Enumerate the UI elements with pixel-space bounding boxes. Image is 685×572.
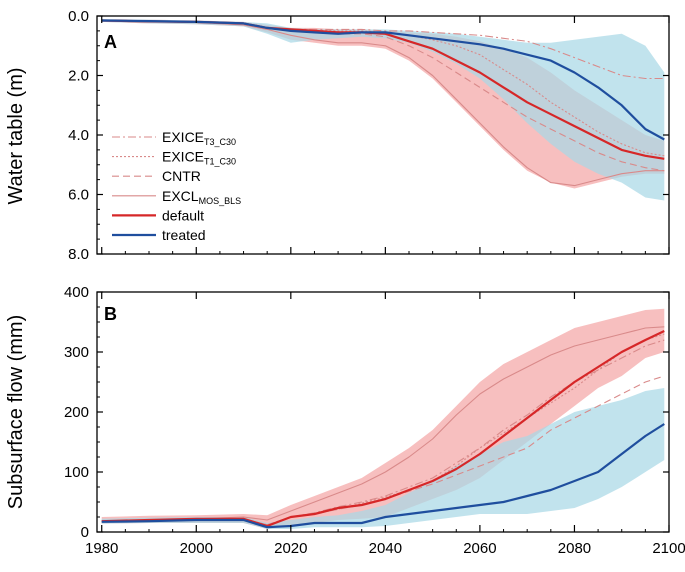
ytick-label: 0.0 [68,8,89,25]
range-band-default-range [101,308,665,529]
ytick-label: 6.0 [68,187,89,204]
panel-b: 0 100 200 300 400 1980 2000 2020 2040 2060 2080 210… [5,284,685,557]
legend-item-default: default [112,207,204,223]
xtick-label: 2040 [369,540,402,557]
ytick-label: 400 [64,284,89,301]
panel-a-ranges [101,19,665,201]
panel-b-frame [96,291,670,533]
legend-label-base: EXCL [162,188,199,204]
ytick-label: 200 [64,404,89,421]
panel-b-ranges [101,308,665,529]
series-line-cntr [101,19,665,172]
legend-label-sub: T3_C30 [204,137,236,147]
legend-item-treated: treated [112,227,206,243]
panel-b-label: B [104,304,117,324]
legend-item-excl-mos-bls: EXCLMOS_BLS [112,188,241,206]
range-band-treated-range [101,19,665,201]
legend-label: EXICET1_C30 [162,149,236,167]
panel-b-ticks: 0 100 200 300 400 1980 2000 2020 2040 2060 2080 210… [64,284,685,557]
xtick-label: 2020 [274,540,307,557]
panel-a-lines [101,19,665,187]
xtick-label: 2060 [463,540,496,557]
ytick-label: 100 [64,464,89,481]
legend-label: treated [162,227,206,243]
legend-label-base: default [162,207,204,223]
series-line-excl-mos-bls [101,326,665,522]
series-line-treated [101,423,665,529]
series-line-excl-mos-bls [101,19,665,187]
ytick-label: 4.0 [68,127,89,144]
range-band-treated-range [101,388,665,529]
legend-label: CNTR [162,168,201,184]
series-line-treated [101,19,665,141]
legend-label-sub: MOS_BLS [199,196,242,206]
ytick-label: 300 [64,344,89,361]
legend-item-cntr: CNTR [112,168,201,184]
legend-item-exice-t1-c30: EXICET1_C30 [112,149,236,167]
xtick-label: 2080 [558,540,591,557]
xtick-label: 2100 [652,540,685,557]
panel-b-ylabel: Subsurface flow (mm) [5,315,27,510]
legend-label-base: EXICE [162,129,204,145]
legend: EXICET3_C30EXICET1_C30CNTREXCLMOS_BLSdef… [112,129,241,243]
series-line-default [101,330,665,528]
ytick-label: 0 [81,524,89,541]
panel-a-label: A [104,32,117,52]
ytick-label: 2.0 [68,68,89,85]
legend-label-base: treated [162,227,206,243]
legend-item-exice-t3-c30: EXICET3_C30 [112,129,236,147]
panel-a-ticks: 0.0 2.0 4.0 6.0 8.0 [68,8,670,263]
legend-label: default [162,207,204,223]
panel-a-ylabel: Water table (m) [5,67,27,204]
series-line-exice-t3-c30 [101,339,665,526]
panel-a-frame [96,15,670,255]
xtick-label: 1980 [85,540,118,557]
legend-label-sub: T1_C30 [204,157,236,167]
legend-label-base: CNTR [162,168,201,184]
legend-label-base: EXICE [162,149,204,165]
ytick-label: 8.0 [68,246,89,263]
panel-b-lines [101,326,665,529]
panel-a: 0.02.04.06.08.0 A Water table (m) EXICET… [5,8,670,263]
xtick-label: 2000 [180,540,213,557]
legend-label: EXICET3_C30 [162,129,236,147]
legend-label: EXCLMOS_BLS [162,188,241,206]
